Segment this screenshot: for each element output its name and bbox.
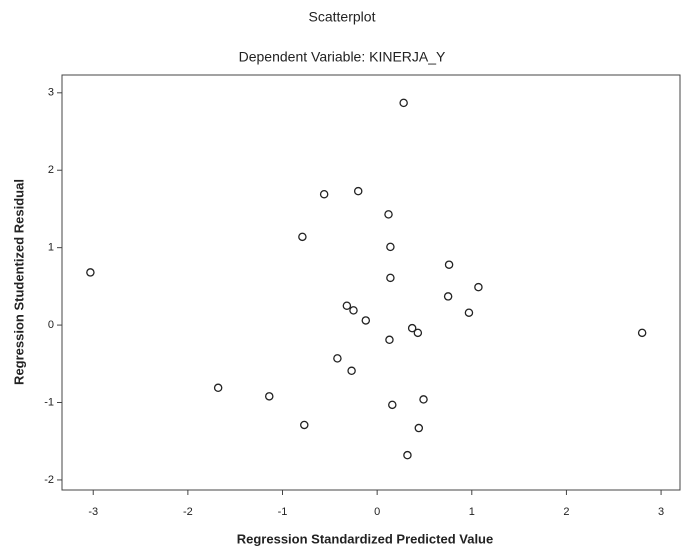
point <box>348 367 355 374</box>
y-axis-label: Regression Studentized Residual <box>11 179 26 385</box>
y-tick-label: 1 <box>48 242 54 254</box>
point <box>415 424 422 431</box>
x-tick-label: 0 <box>374 506 380 518</box>
point <box>321 191 328 198</box>
point <box>387 274 394 281</box>
point <box>475 284 482 291</box>
point <box>445 293 452 300</box>
point <box>334 355 341 362</box>
point <box>266 393 273 400</box>
point <box>87 269 94 276</box>
y-tick-label: -1 <box>44 396 54 408</box>
x-tick-label: -1 <box>278 506 288 518</box>
point <box>362 317 369 324</box>
point <box>404 452 411 459</box>
chart-subtitle: Dependent Variable: KINERJA_Y <box>239 49 446 65</box>
point <box>350 307 357 314</box>
chart: Scatterplot Dependent Variable: KINERJA_… <box>0 0 683 549</box>
point <box>465 309 472 316</box>
x-tick-label: -2 <box>183 506 193 518</box>
point <box>299 233 306 240</box>
point <box>215 384 222 391</box>
point <box>385 211 392 218</box>
point <box>400 99 407 106</box>
point <box>389 401 396 408</box>
y-tick-label: 0 <box>48 319 54 331</box>
point <box>445 261 452 268</box>
point <box>301 421 308 428</box>
point <box>639 329 646 336</box>
x-tick-label: 2 <box>563 506 569 518</box>
point <box>414 329 421 336</box>
y-tick-label: -2 <box>44 474 54 486</box>
point <box>387 243 394 250</box>
y-tick-label: 2 <box>48 164 54 176</box>
y-tick-label: 3 <box>48 87 54 99</box>
point <box>386 336 393 343</box>
x-tick-label: 1 <box>469 506 475 518</box>
chart-title: Scatterplot <box>309 9 376 25</box>
x-tick-label: -3 <box>88 506 98 518</box>
point <box>420 396 427 403</box>
point <box>355 188 362 195</box>
plot-frame <box>62 75 680 490</box>
x-tick-label: 3 <box>658 506 664 518</box>
x-axis-label: Regression Standardized Predicted Value <box>237 531 493 546</box>
point <box>343 302 350 309</box>
